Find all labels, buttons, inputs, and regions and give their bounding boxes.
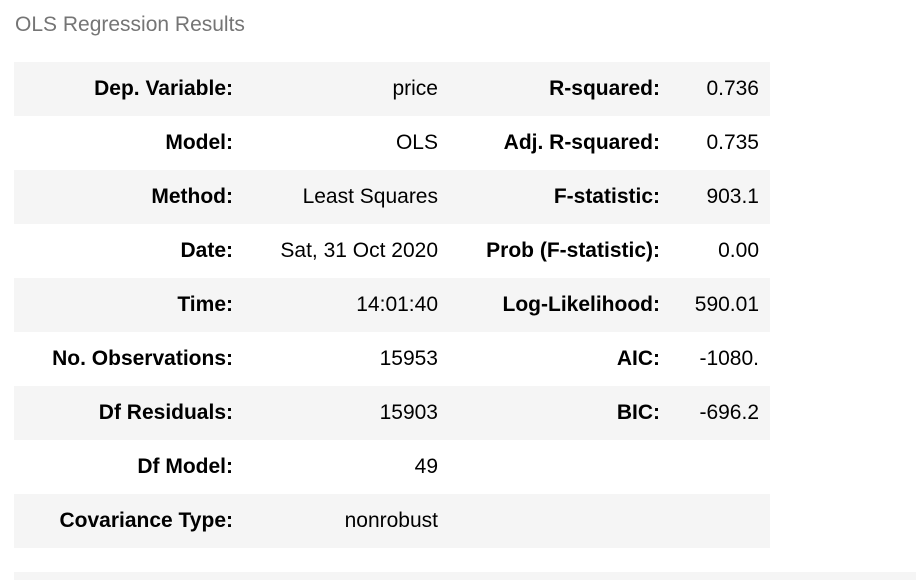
table-row: Df Residuals: 15903 BIC: -696.2 xyxy=(14,386,770,440)
stat-label xyxy=(438,440,660,494)
row-label: Date: xyxy=(180,239,233,262)
stat-label: Log-Likelihood: xyxy=(438,278,660,332)
row-value: 15903 xyxy=(233,386,438,440)
stat-value: 0.735 xyxy=(706,131,759,154)
stat-value: 590.01 xyxy=(660,278,770,332)
table-row: Df Model: 49 xyxy=(14,440,770,494)
row-label: Covariance Type: xyxy=(14,494,233,548)
row-label: Df Model: xyxy=(137,455,233,478)
row-label: Model: xyxy=(165,131,233,154)
stat-value: -696.2 xyxy=(660,386,770,440)
row-value: OLS xyxy=(395,131,438,154)
row-label: Method: xyxy=(14,170,233,224)
table-row: Date: Sat, 31 Oct 2020 Prob (F-statistic… xyxy=(14,224,770,278)
stat-label: R-squared: xyxy=(438,62,660,116)
stat-label: AIC: xyxy=(616,347,660,370)
table-row: Model: OLS Adj. R-squared: 0.735 xyxy=(14,116,770,170)
row-value: Sat, 31 Oct 2020 xyxy=(280,239,438,262)
stat-label xyxy=(438,494,660,548)
regression-summary-table: Dep. Variable: price R-squared: 0.736 Mo… xyxy=(14,62,770,548)
row-value: 14:01:40 xyxy=(233,278,438,332)
table-row: Covariance Type: nonrobust xyxy=(14,494,770,548)
row-label: No. Observations: xyxy=(52,347,233,370)
row-value: Least Squares xyxy=(233,170,438,224)
next-table-edge xyxy=(14,572,916,580)
stat-value: -1080. xyxy=(699,347,759,370)
stat-label: Adj. R-squared: xyxy=(503,131,660,154)
stat-label: F-statistic: xyxy=(438,170,660,224)
stat-value: 0.00 xyxy=(718,239,759,262)
stat-label: Prob (F-statistic): xyxy=(486,239,660,262)
row-value: nonrobust xyxy=(233,494,438,548)
row-value: 49 xyxy=(414,455,438,478)
row-label: Time: xyxy=(14,278,233,332)
row-value: 15953 xyxy=(379,347,438,370)
row-label: Df Residuals: xyxy=(14,386,233,440)
stat-value: 903.1 xyxy=(660,170,770,224)
table-row: Dep. Variable: price R-squared: 0.736 xyxy=(14,62,770,116)
table-row: Method: Least Squares F-statistic: 903.1 xyxy=(14,170,770,224)
row-label: Dep. Variable: xyxy=(14,62,233,116)
row-value: price xyxy=(233,62,438,116)
table-caption: OLS Regression Results xyxy=(15,13,245,36)
table-row: No. Observations: 15953 AIC: -1080. xyxy=(14,332,770,386)
table-row: Time: 14:01:40 Log-Likelihood: 590.01 xyxy=(14,278,770,332)
stat-value xyxy=(660,440,770,494)
stat-value xyxy=(660,494,770,548)
stat-label: BIC: xyxy=(438,386,660,440)
stat-value: 0.736 xyxy=(660,62,770,116)
